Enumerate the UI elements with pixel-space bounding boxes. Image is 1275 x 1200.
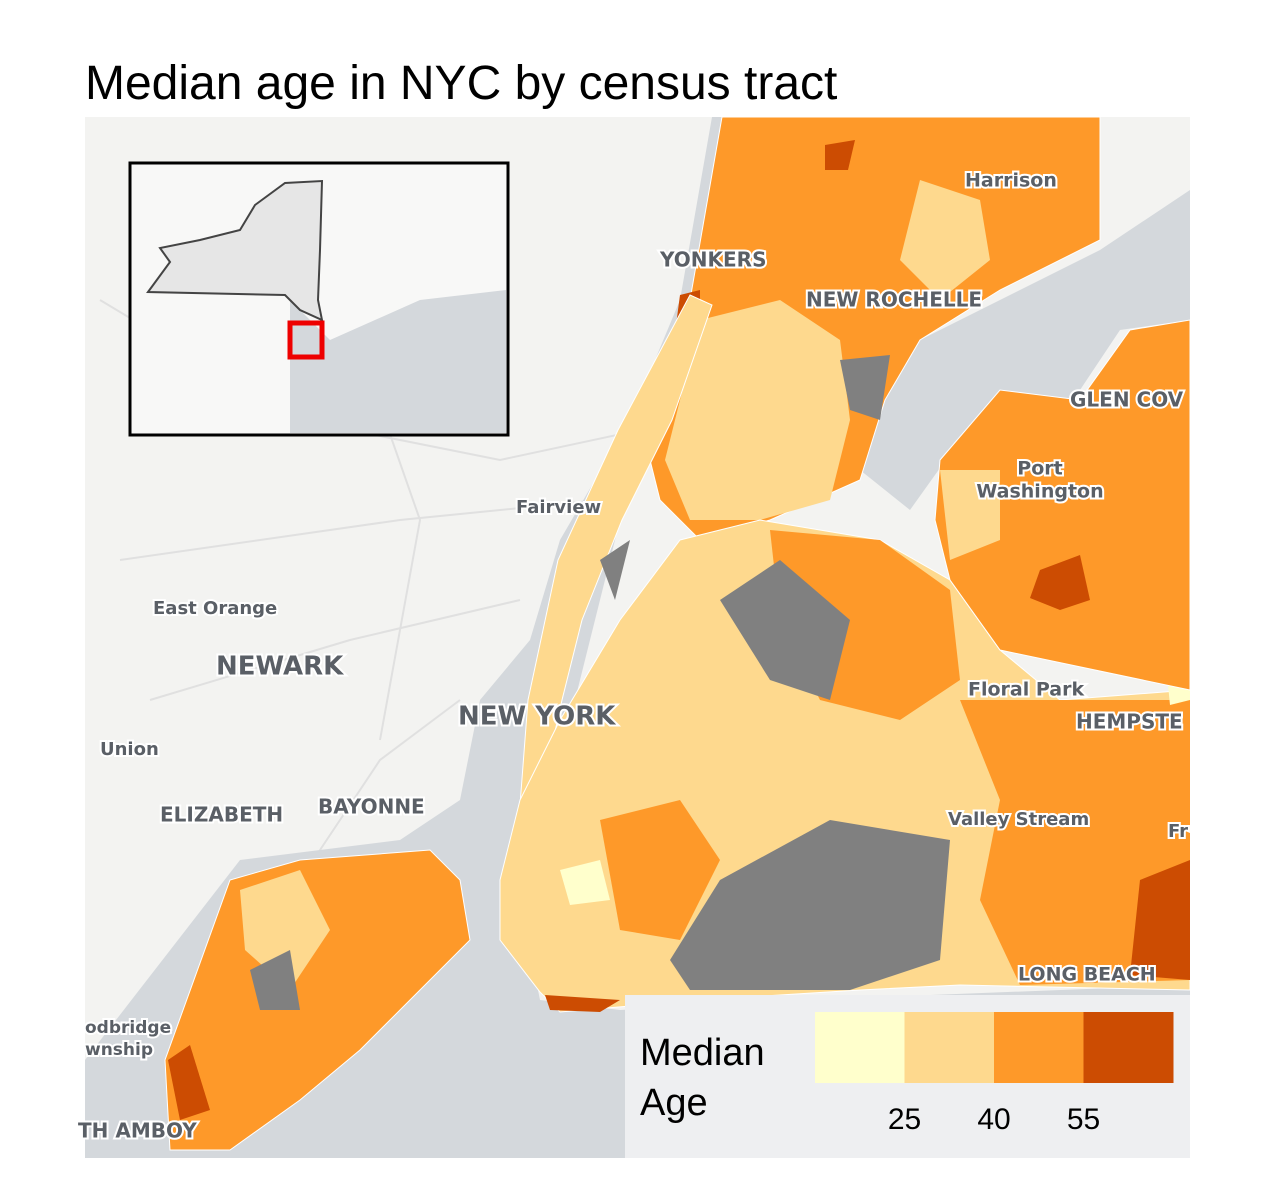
place-label: NEWARK [216,652,344,682]
place-label: TH AMBOY [78,1119,197,1143]
basemap [85,117,1190,1158]
place-label: East Orange [153,598,277,619]
place-label: Fairview [516,497,601,518]
legend-tick-label: 55 [1067,1103,1100,1136]
legend-swatch [815,1012,905,1083]
place-label: LONG BEACH [1018,964,1156,986]
place-label: Port [1017,458,1062,480]
legend-swatch [994,1012,1084,1083]
place-label: Washington [976,481,1103,503]
place-label: NEW ROCHELLE [806,288,982,312]
place-label: GLEN COV [1070,388,1184,412]
place-labels: Harrison YONKERS NEW ROCHELLE GLEN COV P… [76,168,1190,1145]
map-title: Median age in NYC by census tract [85,57,838,110]
legend-swatch [904,1012,995,1083]
legend: 25 40 55 [815,1012,1174,1136]
place-label: BAYONNE [318,795,425,819]
inset-map [128,161,510,437]
legend-tick-label: 25 [888,1103,921,1136]
place-label: NEW YORK [458,702,616,732]
place-label: odbridge [85,1018,171,1038]
place-label: YONKERS [659,248,766,272]
place-label: Valley Stream [948,809,1089,830]
place-label: Floral Park [968,679,1084,701]
place-label: Harrison [965,170,1057,192]
place-label: ELIZABETH [160,803,283,827]
legend-swatch [1083,1012,1174,1083]
place-label: Union [100,739,159,760]
legend-tick-label: 40 [977,1103,1010,1136]
place-label: HEMPSTE [1076,710,1183,734]
place-label: wnship [85,1040,153,1060]
place-label: Fr [1168,821,1188,842]
legend-title: Median Age [640,1032,765,1124]
